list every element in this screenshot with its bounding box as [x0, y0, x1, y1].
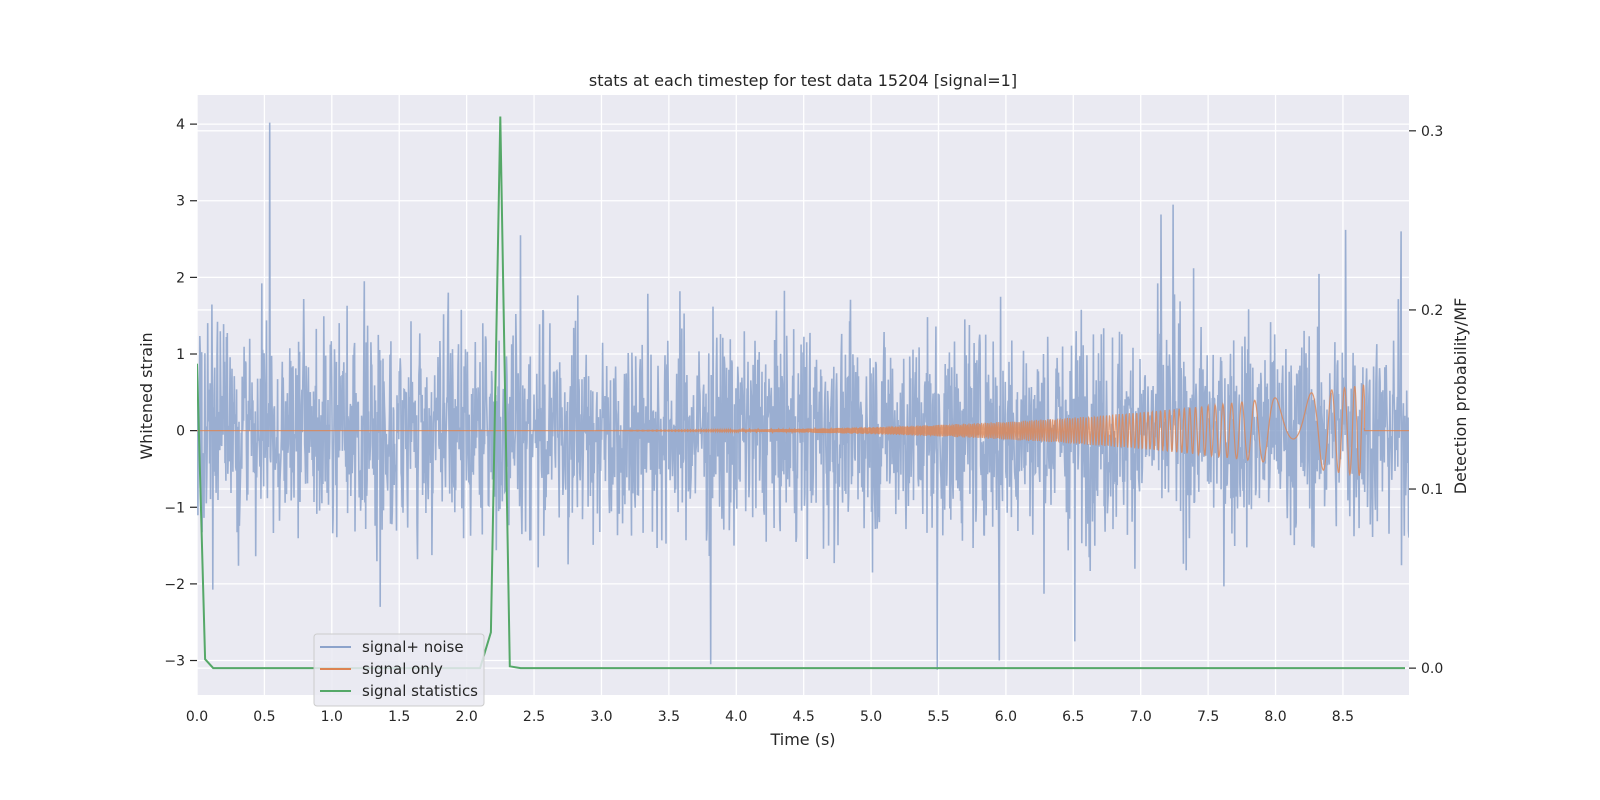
x-tick-label: 5.5	[927, 709, 949, 725]
y-axis-right-label: Detection probability/MF	[1451, 298, 1470, 495]
x-axis-ticks: 0.0 0.5 1.0 1.5 2.0 2.5 3.0 3.5 4.0 4.5 5.0 5.5 6.0 6…	[186, 709, 1354, 725]
y-right-tick-label: 0.0	[1421, 661, 1443, 677]
series-signal-only-line	[197, 383, 1409, 477]
y-right-tick-label: 0.2	[1421, 303, 1443, 319]
x-tick-label: 4.5	[793, 709, 815, 725]
x-tick-label: 8.0	[1264, 709, 1286, 725]
x-tick-label: 1.0	[321, 709, 343, 725]
y-tick-label: −1	[164, 500, 185, 516]
x-tick-label: 6.0	[995, 709, 1017, 725]
y-right-tick-label: 0.3	[1421, 124, 1443, 140]
x-tick-label: 7.0	[1130, 709, 1152, 725]
legend-box	[313, 633, 485, 707]
x-tick-label: 3.0	[590, 709, 612, 725]
x-axis-label: Time (s)	[769, 730, 835, 749]
x-tick-label: 0.0	[186, 709, 208, 725]
y-tick-label: −2	[164, 577, 185, 593]
y-tick-label: −3	[164, 654, 185, 670]
y-tick-label: 1	[176, 347, 185, 363]
y-tick-label: 2	[176, 270, 185, 286]
x-tick-label: 2.5	[523, 709, 545, 725]
y-axis-right-ticks: 0.0 0.1 0.2 0.3	[1409, 124, 1443, 677]
x-tick-label: 6.5	[1062, 709, 1084, 725]
x-tick-label: 3.5	[658, 709, 680, 725]
legend-label-signal-only: signal only	[362, 660, 443, 678]
chart-title: stats at each timestep for test data 152…	[589, 71, 1017, 90]
x-tick-label: 2.0	[456, 709, 478, 725]
y-tick-label: 4	[176, 117, 185, 133]
x-tick-label: 5.0	[860, 709, 882, 725]
y-axis-label: Whitened strain	[137, 332, 156, 459]
y-tick-label: 0	[176, 424, 185, 440]
x-tick-label: 7.5	[1197, 709, 1219, 725]
legend: signal+ noise signal only signal statist…	[313, 633, 485, 707]
x-tick-label: 4.0	[725, 709, 747, 725]
y-axis-ticks: −3 −2 −1 0 1 2 3 4	[164, 117, 197, 670]
y-right-tick-label: 0.1	[1421, 482, 1443, 498]
x-tick-label: 8.5	[1332, 709, 1354, 725]
x-tick-label: 1.5	[388, 709, 410, 725]
legend-label-signal-noise: signal+ noise	[362, 638, 464, 656]
legend-label-signal-statistics: signal statistics	[362, 682, 478, 700]
series-signal-noise-line	[197, 122, 1409, 670]
x-tick-label: 0.5	[253, 709, 275, 725]
y-tick-label: 3	[176, 194, 185, 210]
